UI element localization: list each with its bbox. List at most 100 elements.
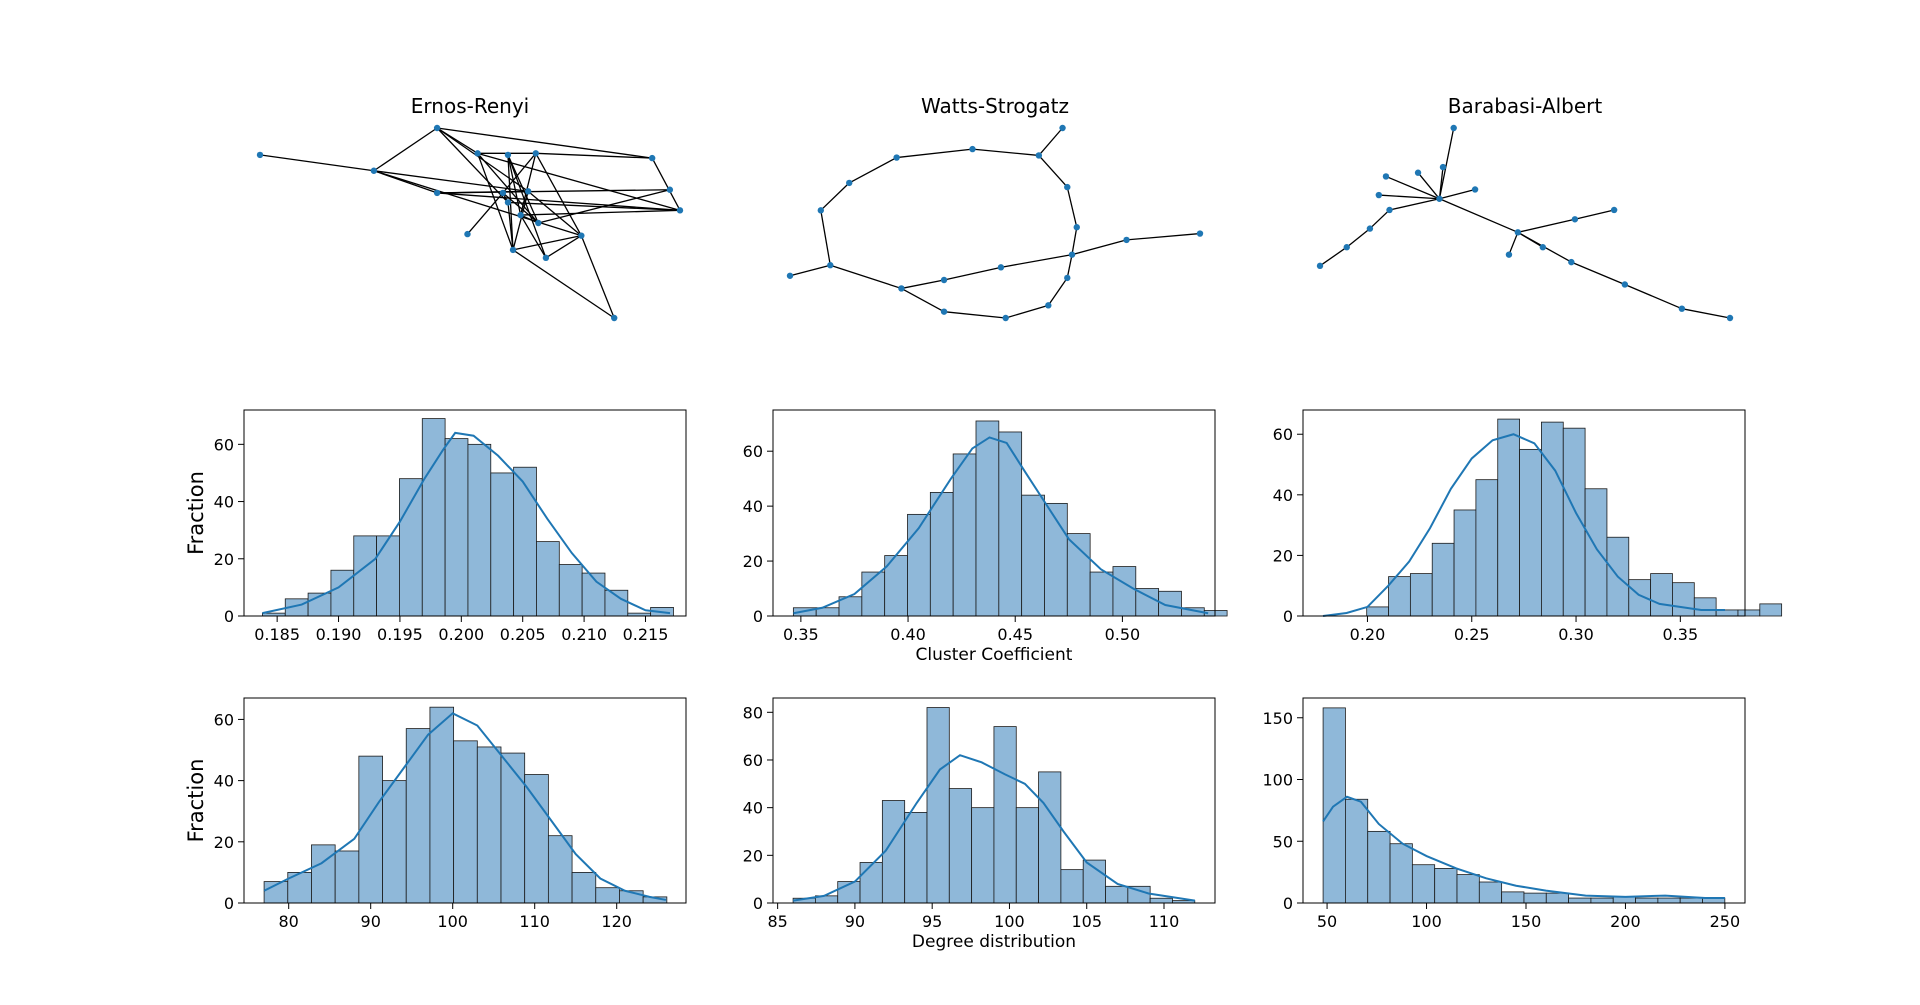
y-tick-label: 20: [214, 833, 234, 852]
histogram-bar: [429, 706, 455, 904]
histogram-bar: [311, 844, 336, 904]
y-tick-label: 0: [753, 894, 763, 913]
kde-curve: [263, 712, 667, 901]
histogram-bar: [358, 755, 383, 904]
histogram-2-3: 50 100 150 200 250 0 50 100 150: [1262, 697, 1746, 931]
y-tick-label: 50: [1273, 832, 1293, 851]
network-edge: [373, 170, 582, 237]
network-edge: [1389, 198, 1440, 211]
network-edge: [1038, 127, 1064, 156]
network-node: [846, 179, 853, 187]
network-node: [1505, 251, 1513, 258]
histogram-bar: [1389, 843, 1413, 904]
histogram-bar: [444, 438, 469, 617]
y-tick-label: 40: [214, 493, 234, 512]
network-edge: [1417, 172, 1440, 200]
x-tick-label: 0.45: [997, 625, 1033, 644]
network-edge: [259, 154, 374, 172]
network-edge: [466, 192, 504, 235]
kde-curve: [262, 431, 671, 615]
histogram-1-3: 0.20 0.25 0.30 0.35 0 20 40 60: [1273, 409, 1783, 644]
histogram-bar: [1456, 874, 1480, 904]
histogram-bar: [1475, 479, 1499, 617]
network-edge: [1439, 198, 1519, 233]
histogram-bar: [1737, 609, 1761, 617]
network-edge: [502, 152, 537, 194]
network-drawings: Ernos-Renyi Watts-Strogatz Barabasi-Albert: [256, 94, 1734, 322]
network-node: [1726, 314, 1734, 322]
y-tick-label: 0: [753, 607, 763, 626]
network-node: [1678, 305, 1686, 312]
network-node: [893, 154, 900, 161]
network-edge: [545, 235, 582, 259]
y-tick-label: 40: [743, 497, 763, 516]
x-tick-label: 0.35: [783, 625, 819, 644]
network-edge: [1319, 246, 1348, 267]
network-edge: [943, 266, 1002, 281]
network-edge: [1571, 261, 1626, 286]
network-node: [1610, 206, 1618, 214]
x-tick-label: 110: [1149, 912, 1180, 931]
network-edge: [1438, 167, 1444, 199]
network-edge: [1517, 218, 1576, 233]
network-node: [1375, 191, 1383, 199]
network-edge: [901, 279, 945, 290]
network-node: [817, 207, 825, 214]
network-edge: [507, 202, 514, 250]
x-tick-label: 0.35: [1663, 625, 1699, 644]
histogram-bar: [1590, 897, 1614, 904]
histogram-bar: [453, 740, 478, 904]
network-node: [648, 154, 656, 162]
network-node: [1414, 169, 1422, 176]
network-node: [504, 199, 512, 206]
histogram-bar: [1650, 573, 1673, 617]
histogram-bar: [1021, 494, 1045, 617]
network-edge: [820, 210, 831, 266]
network-node: [1035, 152, 1043, 159]
network-edge: [1385, 175, 1440, 200]
x-tick-label: 0.195: [377, 625, 423, 644]
histogram-bar: [1060, 869, 1084, 904]
network-edge: [651, 157, 681, 211]
histogram-bar: [1523, 892, 1547, 904]
network-edge: [1346, 228, 1371, 248]
x-tick-label: 50: [1317, 912, 1337, 931]
axes-frame: [772, 697, 1216, 904]
network-node: [1123, 236, 1130, 244]
histogram-bar: [1366, 606, 1389, 617]
network-edge: [820, 182, 850, 211]
network-node: [940, 276, 948, 284]
network-edge: [1066, 186, 1078, 228]
histogram-bar: [595, 887, 620, 904]
x-tick-label: 0.50: [1105, 625, 1141, 644]
y-tick-label: 20: [743, 846, 763, 865]
x-tick-label: 150: [1511, 912, 1542, 931]
x-tick-label: 100: [994, 912, 1025, 931]
x-tick-label: 0.185: [254, 625, 300, 644]
network-edge: [519, 153, 537, 216]
y-tick-label: 60: [743, 751, 763, 770]
x-tick-label: 80: [279, 912, 299, 931]
network-edge: [535, 152, 653, 159]
network-edge: [373, 127, 438, 172]
y-tick-label: 0: [1283, 894, 1293, 913]
network-node: [1064, 274, 1071, 282]
y-tick-label: 20: [1273, 546, 1293, 565]
histogram-bar: [1082, 859, 1106, 904]
x-tick-label: 85: [767, 912, 787, 931]
histogram-bar: [929, 491, 954, 617]
histogram-bar: [1105, 885, 1129, 904]
network-edge: [1681, 308, 1731, 319]
network-node: [676, 207, 684, 214]
network-title: Watts-Strogatz: [921, 94, 1069, 118]
histogram-bar: [558, 564, 583, 617]
histogram-bar: [1434, 868, 1458, 904]
x-tick-label: 95: [922, 912, 942, 931]
axes-frame: [772, 409, 1216, 617]
network-edge: [373, 170, 529, 192]
x-tick-label: 90: [361, 912, 381, 931]
histogram-bar: [975, 420, 1000, 617]
histogram-bar: [399, 478, 423, 617]
x-tick-label: 90: [845, 912, 865, 931]
